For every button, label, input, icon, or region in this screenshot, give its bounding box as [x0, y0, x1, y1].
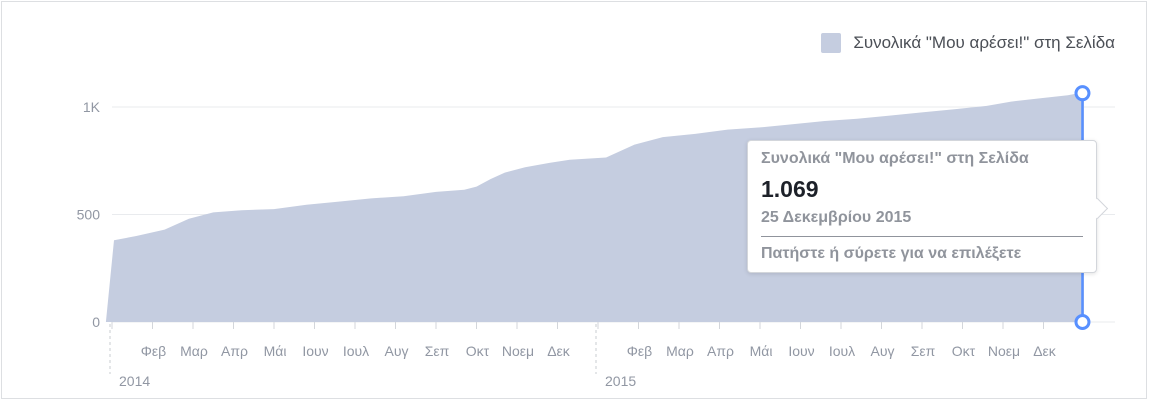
x-tick-label: Οκτ [466, 343, 490, 359]
x-tick-label: Σεπ [425, 343, 450, 359]
x-tick-label: Ιουν [302, 343, 328, 359]
x-tick-label: Νοεμ [988, 343, 1020, 359]
tooltip-divider [761, 236, 1083, 237]
legend-swatch [821, 33, 842, 53]
x-tick-label: Δεκ [547, 343, 571, 359]
x-tick-label: Απρ [707, 343, 734, 359]
year-label: 2015 [605, 373, 636, 389]
x-tick-label: Σεπ [911, 343, 936, 359]
x-tick-label: Αυγ [385, 343, 409, 359]
x-tick-label: Μάι [264, 343, 287, 359]
legend: Συνολικά "Μου αρέσει!" στη Σελίδα [821, 33, 1115, 53]
x-tick-label: Νοεμ [502, 343, 534, 359]
x-tick-label: Οκτ [952, 343, 976, 359]
x-tick-label: Φεβ [141, 343, 166, 359]
legend-label: Συνολικά "Μου αρέσει!" στη Σελίδα [853, 33, 1115, 52]
x-tick-label: Ιουλ [829, 343, 855, 359]
tooltip-hint: Πατήστε ή σύρετε για να επιλέξετε [761, 245, 1022, 262]
y-tick-label: 0 [92, 314, 100, 330]
y-tick-label: 500 [77, 207, 101, 223]
year-label: 2014 [119, 373, 150, 389]
x-tick-label: Φεβ [627, 343, 652, 359]
x-tick-label: Αυγ [871, 343, 895, 359]
y-tick-label: 1K [83, 99, 101, 115]
x-tick-label: Μάι [750, 343, 773, 359]
x-tick-label: Μαρ [180, 343, 208, 359]
tooltip-date: 25 Δεκεμβρίου 2015 [761, 209, 912, 226]
x-tick-label: Ιουν [788, 343, 814, 359]
x-tick-label: Απρ [221, 343, 248, 359]
tooltip-title: Συνολικά "Μου αρέσει!" στη Σελίδα [761, 150, 1029, 167]
tooltip: Συνολικά "Μου αρέσει!" στη Σελίδα 1.069 … [747, 140, 1097, 273]
x-tick-label: Μαρ [666, 343, 694, 359]
cursor-handle-bottom[interactable] [1074, 314, 1091, 330]
cursor-handle-top[interactable] [1074, 85, 1091, 102]
tooltip-value: 1.069 [761, 176, 819, 202]
x-tick-label: Δεκ [1033, 343, 1057, 359]
x-tick-label: Ιουλ [343, 343, 369, 359]
